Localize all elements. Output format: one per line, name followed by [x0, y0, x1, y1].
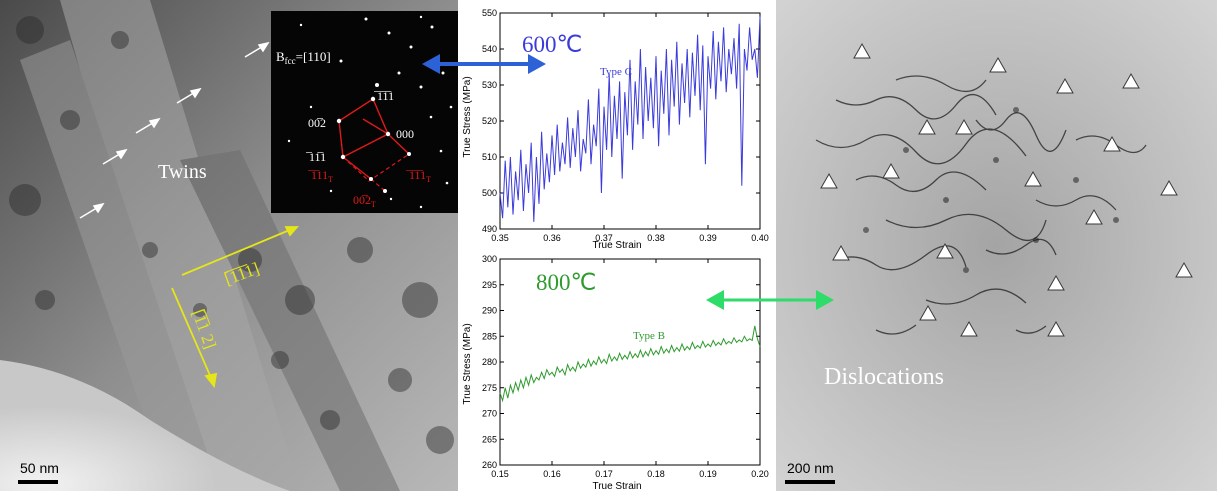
chart-800-ytick-label: 260: [482, 460, 497, 470]
chart-800-xtick-label: 0.18: [647, 469, 665, 479]
chart-600-ytick-label: 520: [482, 116, 497, 126]
scale-bar-200nm: [785, 480, 835, 484]
chart-800-xtick-label: 0.19: [699, 469, 717, 479]
chart-svg: 600℃ Type C True Strain True Stress (MPa…: [462, 8, 769, 491]
chart-600-xtick-label: 0.35: [491, 233, 509, 243]
tem-dislocations-micrograph: Dislocations 200 nm: [776, 0, 1217, 491]
chart-600-ytick-label: 530: [482, 80, 497, 90]
dislocations-label: Dislocations: [824, 364, 944, 390]
direction-arrows: [171, 226, 299, 389]
chart-800-ytick-label: 295: [482, 280, 497, 290]
stress-strain-charts: 600℃ Type C True Strain True Stress (MPa…: [458, 0, 776, 491]
chart-800-ytick-label: 290: [482, 306, 497, 316]
chart-600-ytick-label: 550: [482, 8, 497, 18]
spot-111: ̅11̅1: [305, 150, 326, 164]
chart-600-xtick-label: 0.37: [595, 233, 613, 243]
chart-800-ytick-label: 285: [482, 331, 497, 341]
spot-111-bar: ̅1̅1̅1: [373, 89, 394, 103]
chart-800-ytick-label: 275: [482, 383, 497, 393]
substrate-region: [0, 360, 290, 491]
chart-600-series-line: [499, 16, 761, 222]
twin-spot-2: ̅1̅1̅1T: [405, 168, 431, 184]
chart-600-ytick-label: 500: [482, 188, 497, 198]
spot-000: 000: [396, 127, 414, 141]
chart-800-xlabel: True Strain: [592, 481, 641, 491]
twin-spot-1: ̅1̅11T: [307, 168, 333, 184]
chart-800-ytick-label: 280: [482, 357, 497, 367]
chart-600-xtick-label: 0.38: [647, 233, 665, 243]
chart-600-xlabel: True Strain: [592, 240, 641, 251]
chart-800-annotation: Type B: [633, 330, 665, 342]
chart-800-xtick-label: 0.17: [595, 469, 613, 479]
twin-bands: [20, 0, 400, 491]
chart-800-xtick-label: 0.20: [751, 469, 769, 479]
dislocation-lines: [815, 75, 1147, 335]
texture: [9, 16, 454, 454]
indexed-spots: [336, 96, 411, 193]
twins-label: Twins: [158, 161, 207, 183]
chart-600-xtick-label: 0.40: [751, 233, 769, 243]
chart-600-xtick-label: 0.36: [543, 233, 561, 243]
spot-002: 00̅2: [308, 116, 326, 130]
white-arrows: [79, 41, 270, 219]
chart-800-ytick-label: 300: [482, 254, 497, 264]
chart-800-ylabel: True Stress (MPa): [462, 323, 473, 404]
chart-800-xtick-label: 0.16: [543, 469, 561, 479]
blue-double-arrow: [422, 54, 546, 74]
chart-600-annotation: Type C: [600, 66, 632, 78]
dislocation-markers: [820, 42, 1193, 337]
chart-600-title: 600℃: [522, 32, 582, 57]
scale-bar-label-200nm: 200 nm: [787, 460, 834, 476]
chart-800-xtick-label: 0.15: [491, 469, 509, 479]
scale-bar-50nm: [18, 480, 58, 484]
green-double-arrow: [706, 290, 834, 310]
chart-800-ytick-label: 265: [482, 434, 497, 444]
chart-600-ytick-label: 540: [482, 44, 497, 54]
twin-cell: [342, 153, 410, 192]
chart-800-title: 800℃: [536, 270, 596, 295]
chart-600-ytick-label: 490: [482, 224, 497, 234]
chart-600-ytick-label: 510: [482, 152, 497, 162]
saed-pattern: Bfcc=[110] 00̅2 ̅1̅1̅1 000 ̅11̅1 ̅1̅11T …: [276, 15, 453, 209]
chart-600-xtick-label: 0.39: [699, 233, 717, 243]
twin-spot-3: 00̅2T: [353, 193, 376, 209]
zone-axis-label: Bfcc=[110]: [276, 49, 331, 66]
chart-600-ylabel: True Stress (MPa): [462, 76, 473, 157]
saed-pattern-inset: Bfcc=[110] 00̅2 ̅1̅1̅1 000 ̅11̅1 ̅1̅11T …: [271, 11, 458, 213]
chart-800-ytick-label: 270: [482, 409, 497, 419]
diffraction-spots: [287, 15, 453, 209]
tem-image-dislocations: Dislocations 200 nm: [776, 0, 1217, 491]
dislocation-dots: [863, 107, 1119, 273]
scale-bar-label-50nm: 50 nm: [20, 460, 59, 476]
chart-800-series-line: [499, 325, 761, 403]
